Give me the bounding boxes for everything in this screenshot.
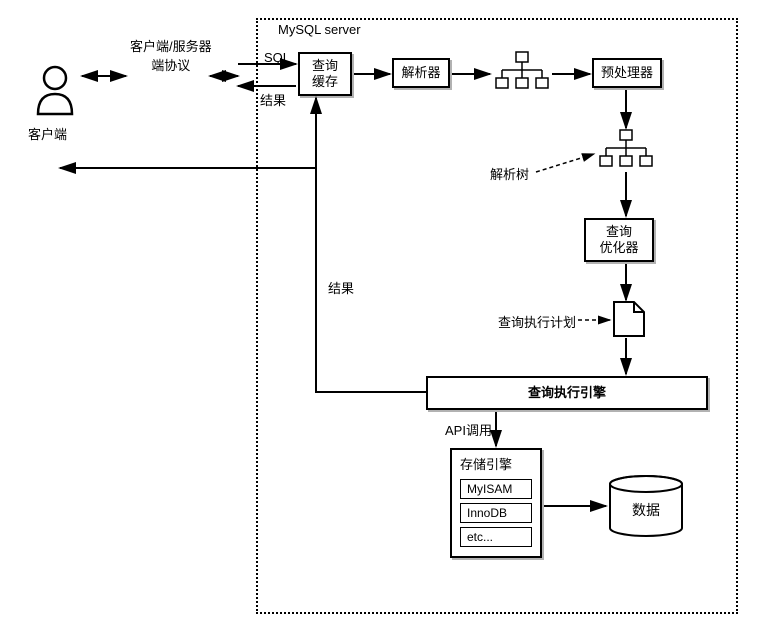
execution-engine-node: 查询执行引擎 bbox=[426, 376, 708, 410]
storage-engine-node: 存储引擎 MyISAM InnoDB etc... bbox=[450, 448, 542, 558]
api-call-label: API调用 bbox=[445, 420, 492, 439]
client-label: 客户端 bbox=[28, 124, 67, 143]
result2-label: 结果 bbox=[328, 278, 354, 297]
sql-label: SQL bbox=[264, 50, 290, 65]
query-cache-node: 查询 缓存 bbox=[298, 52, 352, 96]
exec-plan-label: 查询执行计划 bbox=[498, 312, 576, 331]
optimizer-node: 查询 优化器 bbox=[584, 218, 654, 262]
engine-etc: etc... bbox=[460, 527, 532, 547]
mysql-server-label: MySQL server bbox=[278, 22, 361, 37]
parse-tree-label: 解析树 bbox=[490, 164, 529, 183]
engine-innodb: InnoDB bbox=[460, 503, 532, 523]
client-user-icon bbox=[34, 64, 76, 118]
preprocessor-node: 预处理器 bbox=[592, 58, 662, 88]
parser-node: 解析器 bbox=[392, 58, 450, 88]
storage-engine-title: 存储引擎 bbox=[452, 450, 540, 475]
engine-myisam: MyISAM bbox=[460, 479, 532, 499]
result-label: 结果 bbox=[260, 90, 286, 109]
data-label: 数据 bbox=[632, 500, 660, 520]
protocol-label: 客户端/服务器 端协议 bbox=[130, 36, 212, 74]
mysql-architecture-diagram: MySQL server 客户端 客户端/服务器 端协议 SQL 结果 查询 缓… bbox=[0, 0, 765, 628]
